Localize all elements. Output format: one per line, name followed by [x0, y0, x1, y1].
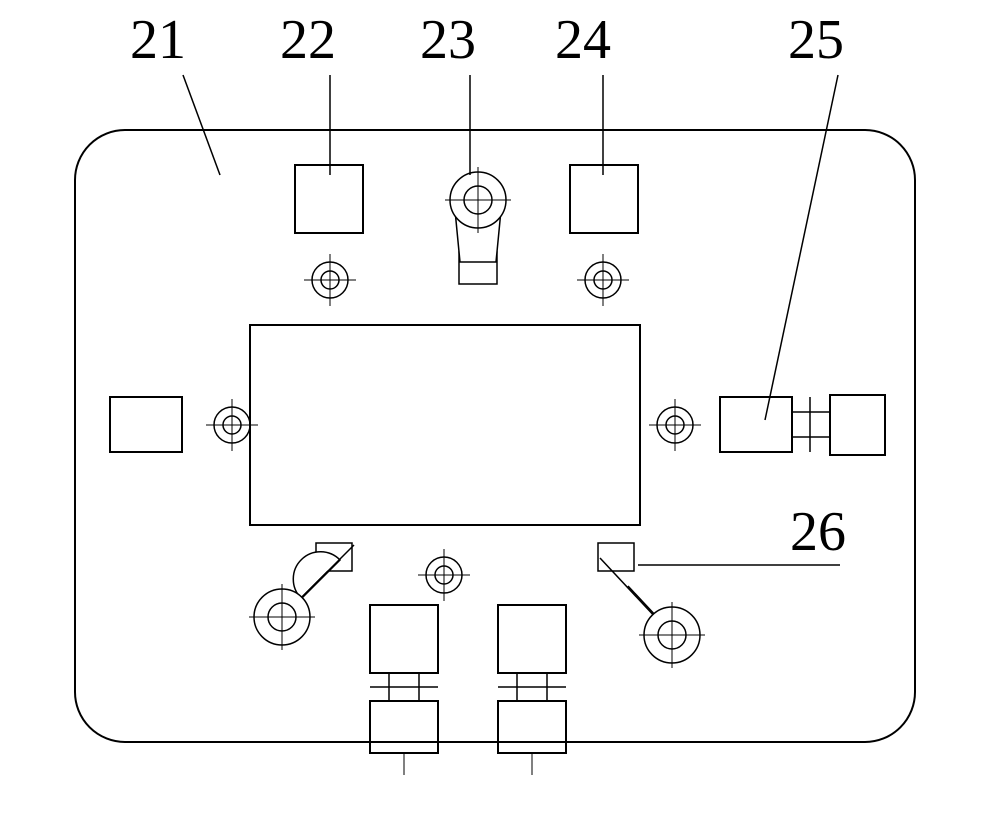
- clamp-arm-26: [598, 543, 705, 668]
- label-24: 24: [555, 8, 611, 72]
- label-25: 25: [788, 8, 844, 72]
- piston-25: [720, 395, 885, 455]
- clamp-arm-23: [445, 167, 511, 284]
- piston-bottom-left: [370, 605, 438, 775]
- label-22: 22: [280, 8, 336, 72]
- leader-lines: [183, 75, 840, 565]
- target-node-1: [304, 254, 356, 306]
- target-node-2: [577, 254, 629, 306]
- label-23: 23: [420, 8, 476, 72]
- clamp-arm-bl: [249, 543, 354, 650]
- target-node-5: [418, 549, 470, 601]
- square-22: [295, 165, 363, 233]
- square-left: [110, 397, 182, 452]
- label-21: 21: [130, 8, 186, 72]
- label-26: 26: [790, 500, 846, 564]
- target-node-4: [649, 399, 701, 451]
- square-24: [570, 165, 638, 233]
- diagram-canvas: [0, 0, 1000, 820]
- center-rectangle: [250, 325, 640, 525]
- piston-bottom-right: [498, 605, 566, 775]
